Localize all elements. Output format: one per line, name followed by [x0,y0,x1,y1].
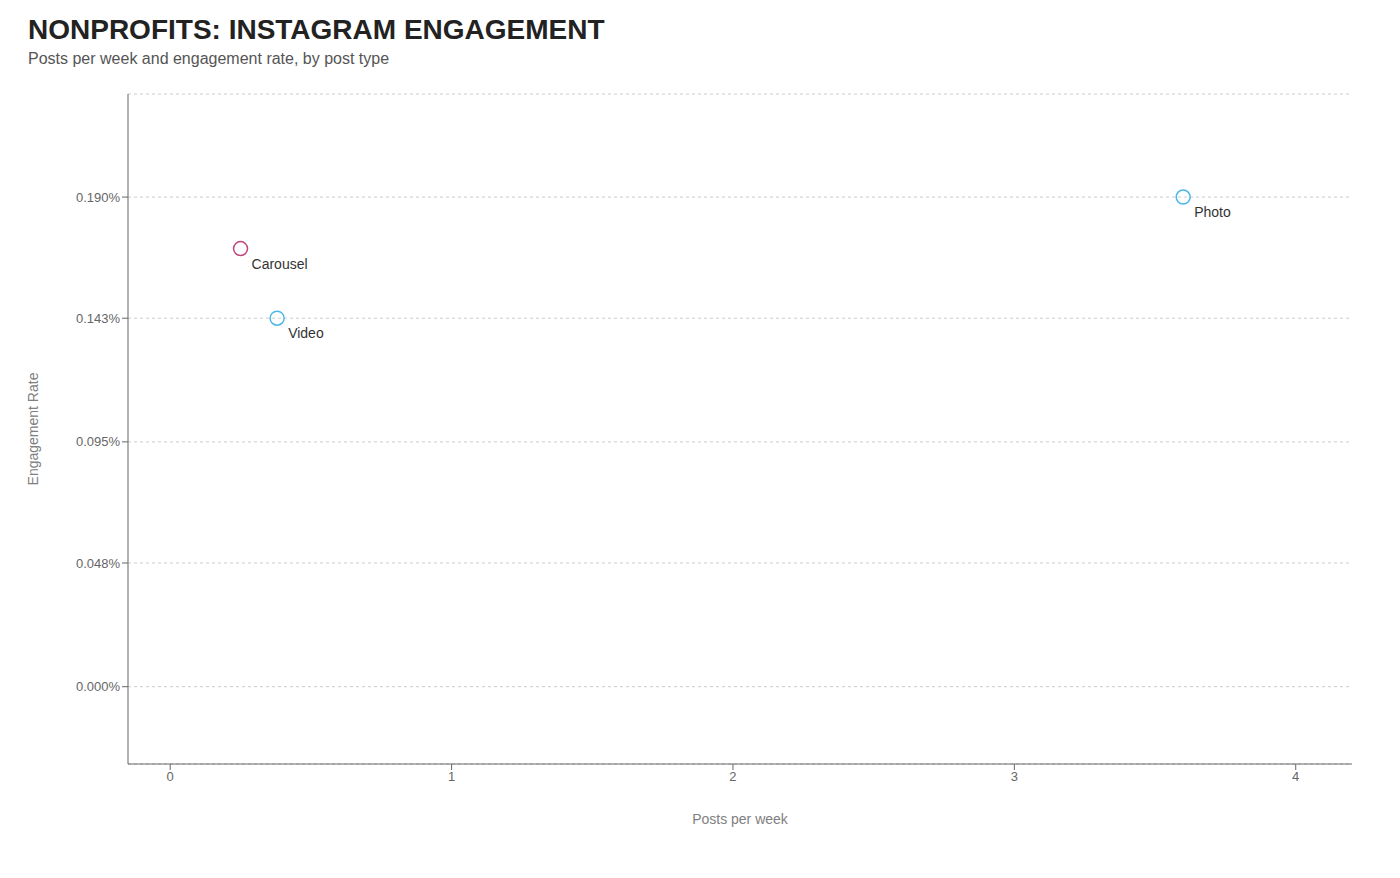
svg-text:Engagement Rate: Engagement Rate [25,372,41,485]
svg-text:1: 1 [448,769,455,784]
svg-text:0.190%: 0.190% [76,190,121,205]
svg-text:0.095%: 0.095% [76,434,121,449]
svg-text:3: 3 [1011,769,1018,784]
svg-text:4: 4 [1292,769,1299,784]
svg-text:Photo: Photo [1194,204,1231,220]
svg-text:0: 0 [167,769,174,784]
html-text:Posts per week and engagement: Posts per week and engagement rate, by p… [28,50,390,67]
svg-text:2: 2 [729,769,736,784]
svg-text:0.048%: 0.048% [76,556,121,571]
html-text:NONPROFITS: INSTAGRAM ENGAGEME: NONPROFITS: INSTAGRAM ENGAGEMENT [28,14,605,45]
svg-text:Carousel: Carousel [252,256,308,272]
svg-text:Posts per week: Posts per week [692,811,789,827]
svg-text:0.143%: 0.143% [76,311,121,326]
svg-text:0.000%: 0.000% [76,679,121,694]
svg-text:Video: Video [288,325,324,341]
